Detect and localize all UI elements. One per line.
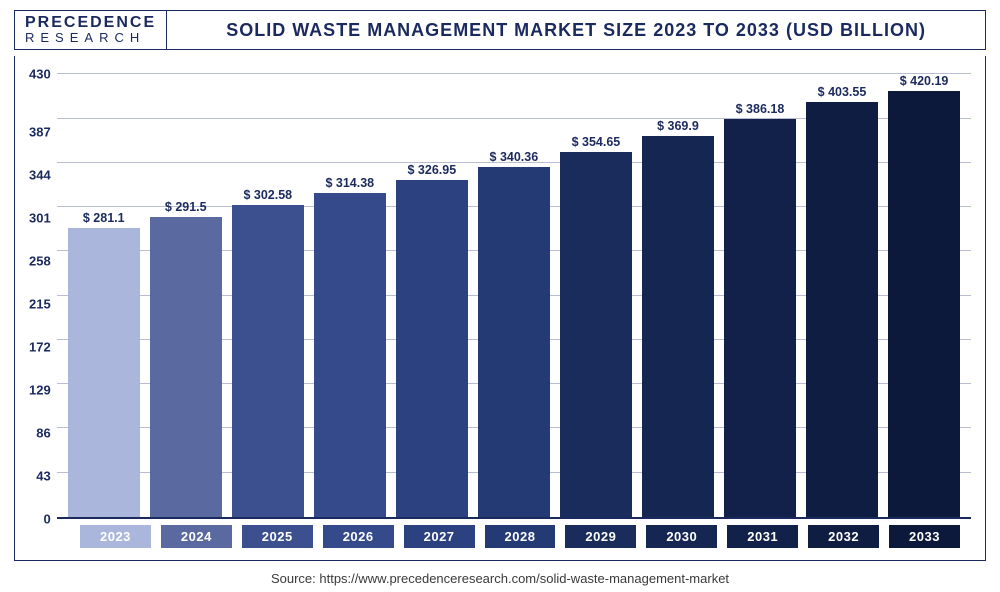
y-tick: 43 (36, 469, 50, 484)
logo-line2: RESEARCH (25, 31, 145, 45)
bar (478, 167, 550, 517)
plot-row: 43038734430125821517212986430 $ 281.1$ 2… (29, 74, 971, 519)
brand-logo: PRECEDENCE RESEARCH (15, 11, 167, 49)
x-tick: 2027 (404, 525, 475, 548)
y-tick: 86 (36, 426, 50, 441)
bar (232, 205, 304, 517)
plot-area: $ 281.1 $ 291.5 $ 302.58 $ 314.38 $ 326.95 $ … (57, 74, 971, 519)
bar (68, 228, 140, 517)
bar-wrap: $ 340.36 (473, 74, 555, 517)
bar-value-label: $ 420.19 (900, 74, 949, 88)
bar-value-label: $ 291.5 (165, 200, 207, 214)
bar (642, 136, 714, 517)
y-tick: 215 (29, 297, 51, 312)
y-tick: 0 (43, 511, 50, 526)
bar-value-label: $ 354.65 (572, 135, 621, 149)
bar-value-label: $ 326.95 (408, 163, 457, 177)
y-tick: 344 (29, 168, 51, 183)
x-tick: 2023 (80, 525, 151, 548)
bar-value-label: $ 340.36 (490, 150, 539, 164)
y-tick: 129 (29, 383, 51, 398)
y-tick: 387 (29, 125, 51, 140)
x-tick: 2028 (485, 525, 556, 548)
bar-wrap: $ 302.58 (227, 74, 309, 517)
y-axis: 43038734430125821517212986430 (29, 74, 57, 519)
x-tick: 2029 (565, 525, 636, 548)
x-tick: 2024 (161, 525, 232, 548)
bar-value-label: $ 369.9 (657, 119, 699, 133)
x-tick: 2026 (323, 525, 394, 548)
bar (560, 152, 632, 517)
x-axis-row: 2023 2024 2025 2026 2027 2028 2029 2030 2031 2032… (29, 519, 971, 548)
bar (396, 180, 468, 517)
bars-container: $ 281.1 $ 291.5 $ 302.58 $ 314.38 $ 326.95 $ … (57, 74, 971, 517)
bar-wrap: $ 420.19 (883, 74, 965, 517)
logo-line1: PRECEDENCE (25, 15, 156, 31)
y-tick: 258 (29, 254, 51, 269)
bar (888, 91, 960, 517)
y-tick: 430 (29, 67, 51, 82)
bar-wrap: $ 326.95 (391, 74, 473, 517)
bar-wrap: $ 281.1 (63, 74, 145, 517)
bar-value-label: $ 302.58 (243, 188, 292, 202)
bar (806, 102, 878, 517)
header: PRECEDENCE RESEARCH SOLID WASTE MANAGEME… (14, 10, 986, 50)
x-axis: 2023 2024 2025 2026 2027 2028 2029 2030 2031 2032… (69, 519, 971, 548)
bar-value-label: $ 281.1 (83, 211, 125, 225)
x-tick: 2032 (808, 525, 879, 548)
bar-wrap: $ 369.9 (637, 74, 719, 517)
y-tick: 301 (29, 211, 51, 226)
y-tick: 172 (29, 340, 51, 355)
x-tick: 2025 (242, 525, 313, 548)
bar (314, 193, 386, 517)
x-tick: 2031 (727, 525, 798, 548)
chart-title: SOLID WASTE MANAGEMENT MARKET SIZE 2023 … (167, 11, 985, 49)
bar (150, 217, 222, 517)
bar (724, 119, 796, 517)
x-tick: 2033 (889, 525, 960, 548)
bar-wrap: $ 354.65 (555, 74, 637, 517)
bar-wrap: $ 314.38 (309, 74, 391, 517)
bar-wrap: $ 386.18 (719, 74, 801, 517)
chart-frame: 43038734430125821517212986430 $ 281.1$ 2… (14, 56, 986, 561)
bar-wrap: $ 291.5 (145, 74, 227, 517)
bar-value-label: $ 314.38 (325, 176, 374, 190)
bar-wrap: $ 403.55 (801, 74, 883, 517)
bar-value-label: $ 403.55 (818, 85, 867, 99)
bar-value-label: $ 386.18 (736, 102, 785, 116)
source-line: Source: https://www.precedenceresearch.c… (14, 561, 986, 592)
x-tick: 2030 (646, 525, 717, 548)
